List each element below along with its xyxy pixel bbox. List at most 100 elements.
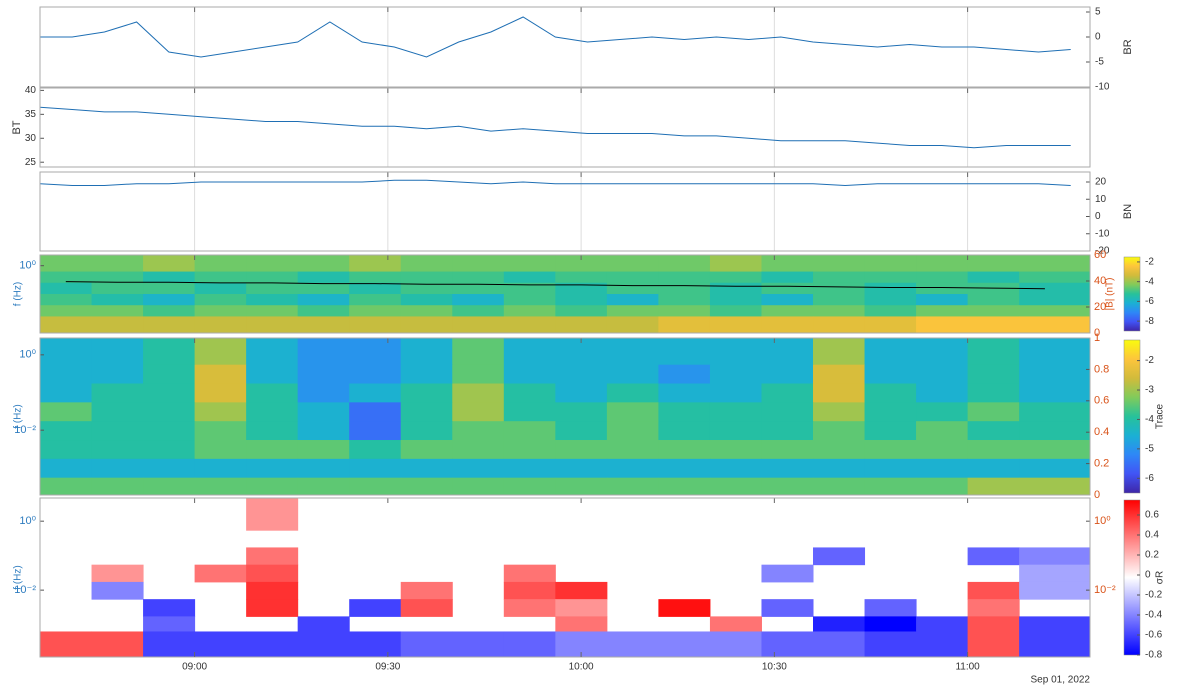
heatmap-cell <box>194 271 247 284</box>
heatmap-cell <box>864 338 917 366</box>
heatmap-cell <box>761 564 814 583</box>
heatmap-cell <box>916 271 969 284</box>
heatmap-cell <box>864 599 917 617</box>
heatmap-cell <box>864 316 917 334</box>
heatmap-cell <box>297 282 350 295</box>
heatmap-cell <box>400 294 453 306</box>
heatmap-cell <box>967 631 1020 658</box>
heatmap-cell <box>813 458 866 479</box>
heatmap-cell <box>606 271 659 284</box>
heatmap-cell <box>40 282 93 295</box>
heatmap-cell <box>40 305 93 317</box>
heatmap-cell <box>1019 631 1091 658</box>
heatmap-cell <box>709 616 762 632</box>
heatmap-cell <box>658 383 711 403</box>
heatmap-cell <box>91 564 144 583</box>
y-tick-label: -10 <box>1095 228 1110 239</box>
y-tick-label: 10 <box>1095 194 1107 205</box>
heatmap-cell <box>40 421 93 441</box>
heatmap-cell <box>503 421 556 441</box>
heatmap-cell <box>503 282 556 295</box>
y-tick-label: 10⁰ <box>19 260 36 272</box>
y2-tick-label: 60 <box>1094 249 1106 261</box>
panel-frame <box>39 337 1091 496</box>
heatmap-cell <box>40 255 93 273</box>
heatmap-cell <box>864 402 917 422</box>
heatmap-cell <box>606 631 659 658</box>
heatmap-cell <box>967 402 1020 422</box>
heatmap-cell <box>967 477 1020 496</box>
heatmap-cell <box>297 616 350 632</box>
heatmap-cell <box>400 338 453 366</box>
heatmap-cell <box>143 364 196 385</box>
heatmap-cell <box>143 631 196 658</box>
heatmap-cell <box>297 402 350 422</box>
heatmap-cell <box>709 316 762 334</box>
heatmap-cell <box>400 458 453 479</box>
heatmap-cell <box>91 255 144 273</box>
heatmap-cell <box>297 477 350 496</box>
heatmap-cell <box>143 440 196 460</box>
heatmap-cell <box>91 316 144 334</box>
x-tick-label: 09:00 <box>182 662 207 673</box>
heatmap-cell <box>143 282 196 295</box>
heatmap-cell <box>349 305 402 317</box>
heatmap-cell <box>400 282 453 295</box>
heatmap-cell <box>1019 294 1091 306</box>
heatmap-cell <box>761 402 814 422</box>
heatmap-cell <box>91 421 144 441</box>
heatmap-cell <box>967 255 1020 273</box>
heatmap-cell <box>967 440 1020 460</box>
heatmap-cell <box>452 271 505 284</box>
y2-tick-label: 0.2 <box>1094 458 1109 470</box>
heatmap-cell <box>143 477 196 496</box>
heatmap-cell <box>503 631 556 658</box>
heatmap-cell <box>761 316 814 334</box>
colorbar-tick-label: -0.2 <box>1145 590 1163 601</box>
heatmap-cell <box>503 364 556 385</box>
y-tick-label: 10⁻² <box>14 424 36 436</box>
heatmap-cell <box>349 364 402 385</box>
heatmap-cell <box>761 421 814 441</box>
heatmap-cell <box>297 631 350 658</box>
y-tick-label: -5 <box>1095 57 1104 68</box>
y-axis-label: BR <box>1122 39 1134 54</box>
heatmap-cell <box>606 477 659 496</box>
heatmap-cell <box>349 421 402 441</box>
heatmap-cell <box>916 616 969 632</box>
heatmap-cell <box>658 282 711 295</box>
heatmap-cell <box>400 383 453 403</box>
heatmap-cell <box>1019 364 1091 385</box>
heatmap-cell <box>761 338 814 366</box>
heatmap-cell <box>864 294 917 306</box>
heatmap-cell <box>91 477 144 496</box>
heatmap-cell <box>452 316 505 334</box>
heatmap-cell <box>297 305 350 317</box>
heatmap-cell <box>916 282 969 295</box>
y-tick-label: -20 <box>1095 246 1110 257</box>
heatmap-cell <box>709 294 762 306</box>
heatmap-cell <box>143 402 196 422</box>
y-tick-label: 0 <box>1095 32 1101 43</box>
heatmap-cell <box>1019 255 1091 273</box>
y-axis-label: BT <box>11 120 23 134</box>
heatmap-cell <box>606 316 659 334</box>
heatmap-cell <box>813 316 866 334</box>
heatmap-cell <box>658 421 711 441</box>
heatmap-cell <box>555 294 608 306</box>
heatmap-cell <box>813 477 866 496</box>
heatmap-cell <box>1019 282 1091 295</box>
heatmap-cell <box>967 547 1020 566</box>
y-axis-label: f (Hz) <box>13 565 24 589</box>
heatmap-cell <box>813 440 866 460</box>
heatmap-cell <box>1019 271 1091 284</box>
colorbar-tick-label: -8 <box>1145 316 1154 327</box>
heatmap-cell <box>864 631 917 658</box>
heatmap-cell <box>658 631 711 658</box>
y-tick-label: 20 <box>1095 177 1107 188</box>
heatmap-cell <box>606 305 659 317</box>
line <box>40 16 1071 58</box>
colorbar <box>1123 499 1141 656</box>
heatmap-cell <box>967 338 1020 366</box>
